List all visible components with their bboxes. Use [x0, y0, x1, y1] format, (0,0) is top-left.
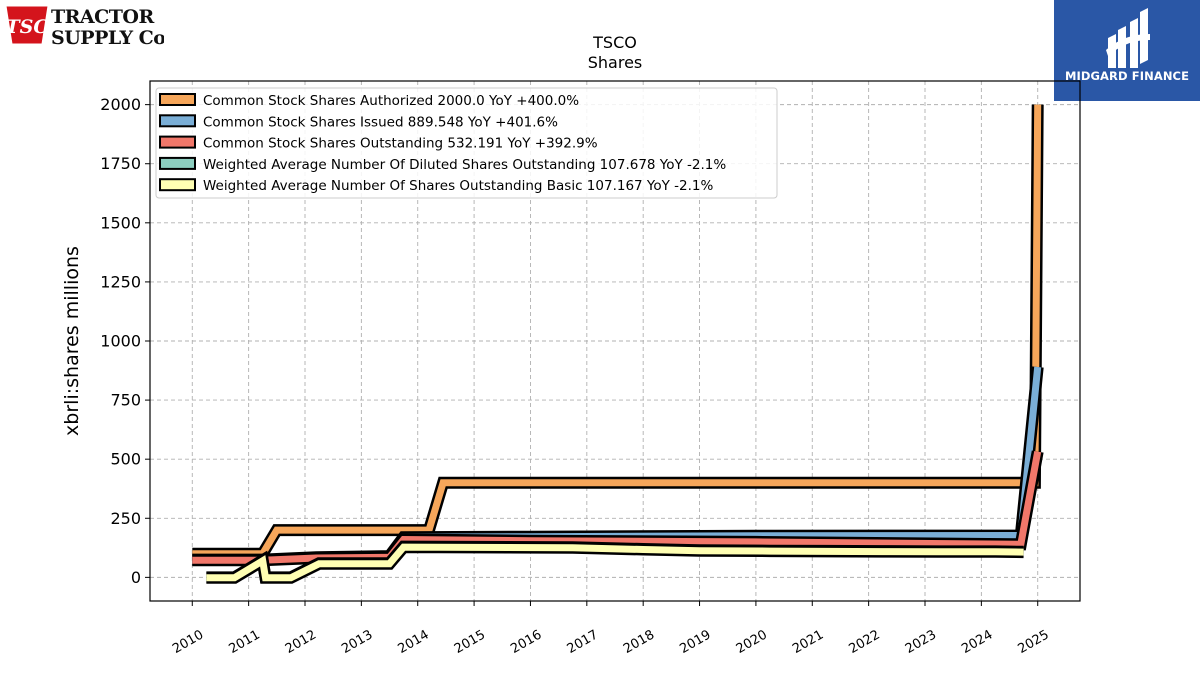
series-line-2: [192, 450, 1042, 564]
tsc-badge-icon: TSC: [5, 5, 49, 45]
y-tick-label: 1250: [100, 272, 141, 291]
x-tick-label: 2020: [734, 627, 770, 657]
y-tick-label: 1750: [100, 154, 141, 173]
legend-swatch-3: [159, 156, 196, 170]
legend-swatch-1: [159, 114, 196, 128]
x-tick-label: 2013: [339, 627, 375, 657]
y-tick-label: 500: [110, 450, 141, 469]
chart-title: TSCO: [592, 33, 637, 52]
midgard-finance-logo: MIDGARD FINANCE: [1054, 0, 1200, 101]
x-tick-label: 2010: [170, 627, 206, 657]
y-axis-label: xbrli:shares millions: [61, 246, 83, 436]
legend-swatch-0: [159, 93, 196, 106]
y-tick-label: 750: [110, 391, 141, 410]
legend-swatch-4: [159, 178, 196, 192]
legend-label-0: Common Stock Shares Authorized 2000.0 Yo…: [203, 93, 579, 109]
x-tick-label: 2022: [846, 627, 882, 657]
series-layer: [192, 104, 1044, 584]
y-tick-label: 0: [131, 568, 141, 587]
x-tick-label: 2012: [283, 627, 319, 657]
midgard-mark-icon: [1106, 8, 1150, 68]
legend-label-2: Common Stock Shares Outstanding 532.191 …: [203, 136, 598, 152]
tractor-supply-logo: TSC TRACTOR SUPPLY Co: [5, 5, 164, 48]
legend-swatch-2: [159, 135, 196, 149]
svg-text:TSC: TSC: [6, 16, 49, 38]
x-tick-label: 2018: [621, 627, 657, 657]
y-tick-label: 250: [110, 509, 141, 528]
legend-label-4: Weighted Average Number Of Shares Outsta…: [203, 178, 714, 194]
x-tick-label: 2017: [565, 627, 601, 657]
y-ticks: 0 250 500 750 1000 1250 1500 1750 2000: [100, 95, 150, 587]
y-tick-label: 1000: [100, 332, 141, 351]
x-tick-label: 2019: [677, 627, 713, 657]
x-tick-label: 2014: [396, 627, 432, 657]
x-tick-label: 2015: [452, 627, 488, 657]
x-tick-label: 2021: [790, 627, 826, 657]
legend-label-3: Weighted Average Number Of Diluted Share…: [203, 157, 726, 173]
x-ticks: 2010 2011 2012 2013 2014 2015 2016 2017 2018 2019…: [170, 601, 1052, 657]
x-tick-label: 2024: [959, 627, 995, 657]
svg-text:TRACTOR: TRACTOR: [51, 6, 154, 28]
y-tick-label: 2000: [100, 95, 141, 114]
x-tick-label: 2016: [508, 627, 544, 657]
x-tick-label: 2011: [226, 627, 262, 657]
y-tick-label: 1500: [100, 213, 141, 232]
x-tick-label: 2025: [1016, 627, 1052, 657]
legend: Common Stock Shares Authorized 2000.0 Yo…: [155, 87, 778, 199]
chart-subtitle: Shares: [588, 53, 643, 72]
series-line-4: [206, 543, 1024, 582]
svg-text:SUPPLY Co: SUPPLY Co: [51, 27, 164, 48]
x-tick-label: 2023: [903, 627, 939, 657]
legend-label-1: Common Stock Shares Issued 889.548 YoY +…: [203, 114, 558, 130]
legend-box: [155, 87, 778, 199]
midgard-finance-name: MIDGARD FINANCE: [1064, 69, 1190, 83]
